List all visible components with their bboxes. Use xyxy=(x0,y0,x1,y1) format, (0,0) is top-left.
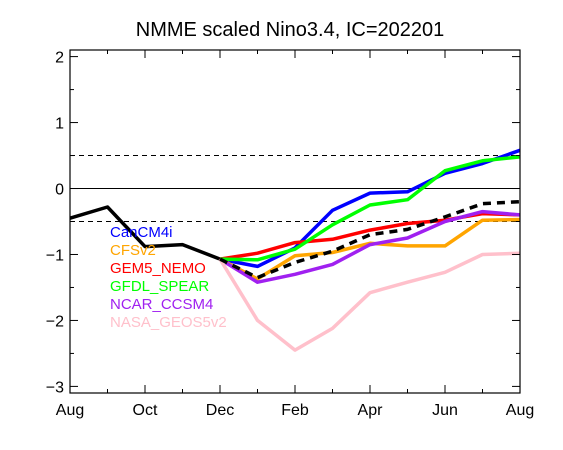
ensemble-mean-line xyxy=(219,199,521,280)
y-tick-label: 2 xyxy=(55,50,64,67)
x-tick-label: Feb xyxy=(281,402,309,419)
x-tick-label: Oct xyxy=(133,402,158,419)
series-line-gfdl-spear xyxy=(219,155,521,262)
x-tick-label: Aug xyxy=(56,402,84,419)
legend-item-gfdl-spear: GFDL_SPEAR xyxy=(110,278,209,295)
legend-item-ncar-ccsm4: NCAR_CCSM4 xyxy=(110,296,213,313)
y-tick-label: 0 xyxy=(55,182,64,199)
forecast-lines xyxy=(69,148,521,352)
y-tick-label: −2 xyxy=(46,313,64,330)
y-tick-label: −1 xyxy=(46,247,64,264)
series-line-nasa-geos5v2 xyxy=(218,251,521,352)
y-tick-label: −3 xyxy=(46,379,64,396)
x-tick-label: Aug xyxy=(506,402,534,419)
chart-title: NMME scaled Nino3.4, IC=202201 xyxy=(136,19,445,41)
x-tick-label: Dec xyxy=(206,402,234,419)
reference-lines xyxy=(70,155,520,222)
x-tick-label: Jun xyxy=(432,402,458,419)
axes: Aug Oct Dec Feb Apr Jun Aug 2 1 0 −1 −2 −3 xyxy=(46,49,534,419)
series-line-cancm4i xyxy=(219,148,521,269)
legend-item-nasa-geos5v2: NASA_GEOS5v2 xyxy=(110,314,227,331)
series-line-ncar-ccsm4 xyxy=(219,209,521,284)
observed-line xyxy=(69,205,221,261)
legend-item-gem5-nemo: GEM5_NEMO xyxy=(110,260,206,277)
x-tick-label: Apr xyxy=(358,402,384,419)
y-tick-label: 1 xyxy=(55,116,64,133)
legend-item-cancm4i: CanCM4i xyxy=(110,224,173,241)
legend: CanCM4iCFSv2GEM5_NEMOGFDL_SPEARNCAR_CCSM… xyxy=(110,224,227,331)
legend-item-cfsv2: CFSv2 xyxy=(110,242,156,259)
